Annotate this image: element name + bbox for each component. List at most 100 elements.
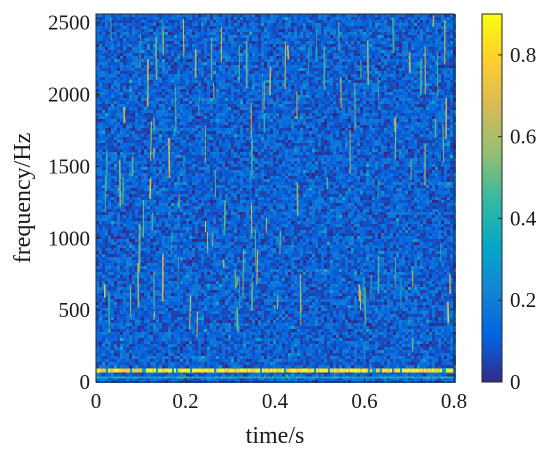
noise-cell [390, 113, 393, 116]
noise-cell [435, 113, 438, 116]
noise-cell [243, 71, 246, 74]
noise-cell [108, 47, 111, 50]
noise-cell [144, 119, 147, 122]
noise-cell [264, 80, 267, 83]
noise-cell [201, 74, 204, 77]
noise-cell [396, 74, 399, 77]
noise-cell [399, 77, 402, 80]
noise-cell [258, 89, 261, 92]
noise-cell [426, 68, 429, 71]
noise-cell [252, 74, 255, 77]
noise-cell [177, 29, 180, 32]
noise-cell [282, 107, 285, 110]
noise-cell [384, 86, 387, 89]
noise-cell [171, 134, 174, 137]
noise-cell [186, 59, 189, 62]
noise-cell [309, 83, 312, 86]
noise-cell [285, 107, 288, 110]
noise-cell [168, 116, 171, 119]
noise-cell [435, 35, 438, 38]
noise-cell [249, 65, 252, 68]
noise-cell [213, 32, 216, 35]
noise-cell [396, 20, 399, 23]
noise-cell [420, 41, 423, 44]
noise-cell [192, 17, 195, 20]
noise-cell [279, 80, 282, 83]
noise-cell [141, 110, 144, 113]
noise-cell [426, 65, 429, 68]
noise-cell [396, 92, 399, 95]
noise-cell [309, 44, 312, 47]
noise-cell [222, 95, 225, 98]
noise-cell [186, 116, 189, 119]
noise-cell [336, 71, 339, 74]
noise-cell [372, 65, 375, 68]
noise-cell [141, 134, 144, 137]
noise-cell [153, 95, 156, 98]
noise-cell [165, 113, 168, 116]
noise-cell [162, 65, 165, 68]
noise-cell [132, 56, 135, 59]
noise-cell [360, 80, 363, 83]
noise-cell [426, 83, 429, 86]
noise-cell [312, 74, 315, 77]
noise-cell [210, 134, 213, 137]
noise-cell [366, 116, 369, 119]
noise-cell [111, 20, 114, 23]
noise-cell [153, 80, 156, 83]
noise-cell [162, 131, 165, 134]
noise-cell [357, 134, 360, 137]
noise-cell [396, 110, 399, 113]
noise-cell [369, 38, 372, 41]
noise-cell [411, 131, 414, 134]
noise-cell [114, 32, 117, 35]
noise-cell [309, 50, 312, 53]
noise-cell [222, 89, 225, 92]
noise-cell [237, 38, 240, 41]
noise-cell [195, 23, 198, 26]
noise-cell [321, 101, 324, 104]
noise-cell [141, 128, 144, 131]
noise-cell [183, 65, 186, 68]
noise-cell [363, 83, 366, 86]
noise-cell [432, 107, 435, 110]
noise-cell [294, 113, 297, 116]
noise-cell [96, 92, 99, 95]
noise-cell [432, 92, 435, 95]
noise-cell [336, 122, 339, 125]
noise-cell [255, 17, 258, 20]
noise-cell [324, 104, 327, 107]
noise-cell [267, 119, 270, 122]
noise-cell [249, 56, 252, 59]
noise-cell [189, 134, 192, 137]
noise-cell [144, 71, 147, 74]
noise-cell [354, 41, 357, 44]
noise-cell [147, 128, 150, 131]
noise-cell [267, 104, 270, 107]
noise-cell [294, 125, 297, 128]
noise-cell [237, 26, 240, 29]
noise-cell [315, 110, 318, 113]
noise-cell [297, 119, 300, 122]
noise-cell [423, 14, 426, 17]
noise-cell [129, 26, 132, 29]
noise-cell [177, 128, 180, 131]
noise-cell [156, 86, 159, 89]
noise-cell [249, 92, 252, 95]
noise-cell [156, 47, 159, 50]
noise-cell [309, 29, 312, 32]
noise-cell [345, 125, 348, 128]
noise-cell [321, 113, 324, 116]
noise-cell [354, 29, 357, 32]
noise-cell [297, 86, 300, 89]
noise-cell [96, 29, 99, 32]
noise-cell [423, 134, 426, 137]
noise-cell [348, 56, 351, 59]
noise-cell [147, 107, 150, 110]
noise-cell [120, 23, 123, 26]
noise-cell [150, 65, 153, 68]
noise-cell [369, 134, 372, 137]
noise-cell [99, 38, 102, 41]
noise-cell [396, 41, 399, 44]
noise-cell [339, 101, 342, 104]
